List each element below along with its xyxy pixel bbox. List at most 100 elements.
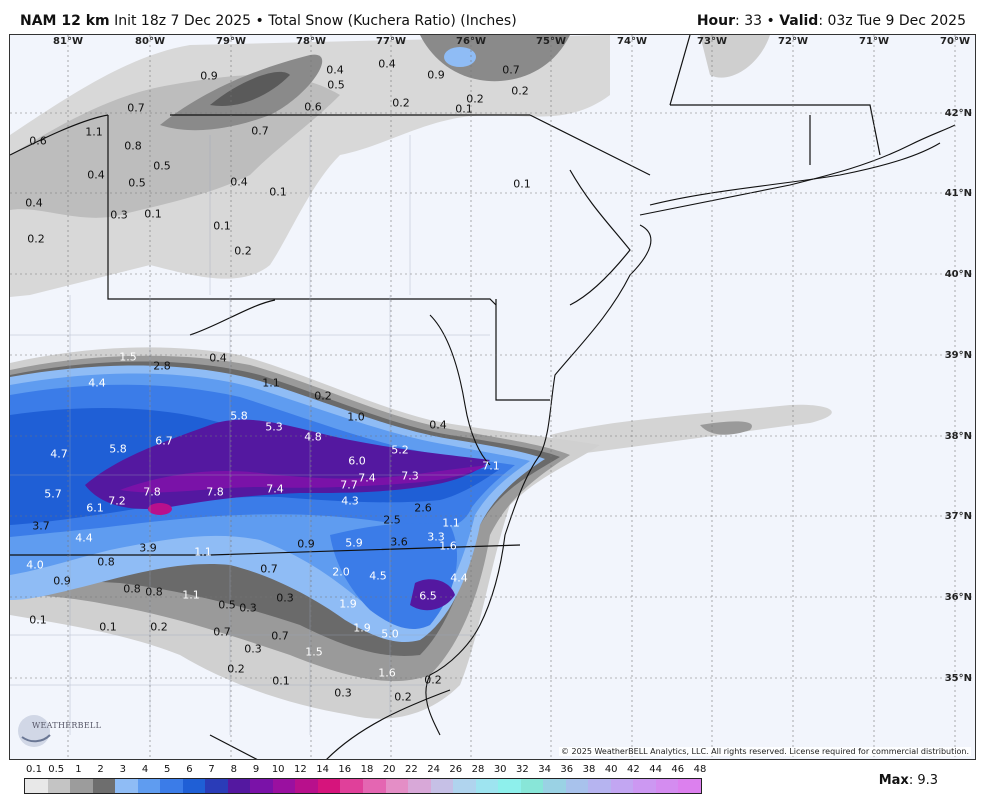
snow-amount-label: 0.2	[392, 96, 410, 110]
snow-amount-label: 0.9	[200, 69, 218, 83]
legend-swatch	[47, 779, 71, 793]
longitude-label: 80°W	[135, 36, 165, 47]
legend-swatch	[362, 779, 386, 793]
legend-swatch	[610, 779, 634, 793]
snow-amount-label: 0.1	[272, 674, 290, 688]
legend-swatch	[430, 779, 454, 793]
snow-amount-label: 0.5	[327, 78, 345, 92]
snow-amount-label: 7.2	[108, 494, 126, 508]
snow-amount-label: 0.9	[53, 574, 71, 588]
model-name: NAM 12 km	[20, 13, 110, 29]
snow-amount-label: 0.1	[269, 185, 287, 199]
snow-amount-label: 4.7	[50, 447, 68, 461]
latitude-label: 38°N	[944, 431, 972, 442]
map-canvas	[10, 35, 975, 759]
longitude-label: 78°W	[296, 36, 326, 47]
snow-amount-label: 0.7	[271, 629, 289, 643]
legend-tick-label: 48	[693, 764, 707, 775]
snow-amount-label: 0.4	[378, 57, 396, 71]
snow-amount-label: 1.1	[194, 545, 212, 559]
legend-tick-label: 30	[493, 764, 507, 775]
separator: •	[255, 13, 264, 29]
latitude-label: 40°N	[944, 269, 972, 280]
snow-shade-ne	[700, 35, 770, 78]
legend-tick-label: 14	[316, 764, 329, 775]
snow-amount-label: 4.3	[341, 494, 359, 508]
snow-amount-label: 1.9	[339, 597, 357, 611]
longitude-label: 77°W	[376, 36, 406, 47]
snow-amount-label: 6.0	[348, 454, 366, 468]
snow-amount-label: 7.1	[482, 459, 500, 473]
snow-amount-label: 0.2	[227, 662, 245, 676]
longitude-label: 70°W	[940, 36, 970, 47]
snow-amount-label: 7.7	[340, 478, 358, 492]
title-line: NAM 12 km Init 18z 7 Dec 2025 • Total Sn…	[20, 13, 517, 29]
snow-amount-label: 4.4	[88, 376, 106, 390]
snow-amount-label: 0.1	[513, 177, 531, 191]
graticule	[10, 35, 975, 759]
coastline	[425, 124, 956, 736]
snow-amount-label: 0.8	[145, 585, 163, 599]
snow-amount-label: 0.1	[213, 219, 231, 233]
legend-swatch	[272, 779, 296, 793]
snow-amount-label: 0.4	[230, 175, 248, 189]
legend-tick-label: 12	[294, 764, 307, 775]
snow-amount-label: 1.0	[347, 410, 365, 424]
snow-amount-label: 5.3	[265, 420, 283, 434]
legend-tick-label: 5	[164, 764, 171, 775]
snow-amount-label: 3.7	[32, 519, 50, 533]
snow-amount-label: 4.0	[26, 558, 44, 572]
snow-amount-label: 0.8	[123, 582, 141, 596]
legend-swatch	[317, 779, 341, 793]
snow-amount-label: 0.2	[234, 244, 252, 258]
legend-tick-label: 2	[97, 764, 104, 775]
snow-amount-label: 0.7	[251, 124, 269, 138]
legend-swatch	[227, 779, 251, 793]
snow-amount-label: 2.8	[153, 359, 171, 373]
snow-amount-label: 4.4	[75, 531, 93, 545]
snow-amount-label: 4.4	[450, 571, 468, 585]
valid-line: Hour: 33 • Valid: 03z Tue 9 Dec 2025	[697, 13, 966, 29]
legend: 0.1 0.5 1 2 3 4 5 6 7 8 9 10 12 14 16 18 20 22 24 26 28 30 32 3…	[24, 763, 707, 795]
snow-amount-label: 0.9	[427, 68, 445, 82]
snow-amount-label: 5.8	[109, 442, 127, 456]
legend-tick-label: 32	[516, 764, 529, 775]
valid-value: : 03z Tue 9 Dec 2025	[818, 13, 966, 29]
legend-swatch	[182, 779, 206, 793]
snow-purple-dark	[120, 465, 488, 493]
snow-amount-label: 6.5	[419, 589, 437, 603]
legend-tick-label: 4	[141, 764, 149, 775]
snow-amount-label: 0.1	[29, 613, 47, 627]
snow-amount-label: 1.9	[353, 621, 371, 635]
valid-label: Valid	[779, 13, 819, 29]
longitude-label: 74°W	[617, 36, 647, 47]
legend-swatch	[543, 779, 566, 793]
snow-amount-label: 0.7	[502, 63, 520, 77]
snow-amount-label: 0.1	[99, 620, 117, 634]
snow-amount-label: 0.8	[124, 139, 142, 153]
legend-swatch	[520, 779, 544, 793]
legend-swatch	[453, 779, 476, 793]
snow-amount-label: 3.3	[427, 530, 445, 544]
legend-tick-label: 22	[405, 764, 418, 775]
separator: •	[766, 13, 775, 29]
snow-shade-offshore	[550, 404, 832, 455]
legend-tick-label: 1	[75, 764, 82, 775]
legend-tick-label: 28	[471, 764, 485, 775]
snow-amount-label: 5.0	[381, 627, 399, 641]
latitude-label: 37°N	[944, 511, 972, 522]
hour-label: Hour	[696, 13, 736, 29]
snow-amount-label: 6.1	[86, 501, 104, 515]
snow-amount-label: 0.8	[97, 555, 115, 569]
snow-purple-south	[410, 579, 455, 611]
snow-amount-label: 7.8	[206, 485, 224, 499]
weatherbell-logo: WEATHERBELL	[14, 709, 101, 753]
legend-tick-label: 44	[649, 764, 662, 775]
snow-amount-label: 5.9	[345, 536, 363, 550]
snow-amount-label: 5.7	[44, 487, 62, 501]
longitude-label: 71°W	[859, 36, 889, 47]
max-value: Max: 9.3	[879, 773, 938, 788]
snow-amount-label: 0.3	[334, 686, 352, 700]
legend-swatch	[408, 779, 431, 793]
snow-blue-spot	[444, 47, 476, 67]
